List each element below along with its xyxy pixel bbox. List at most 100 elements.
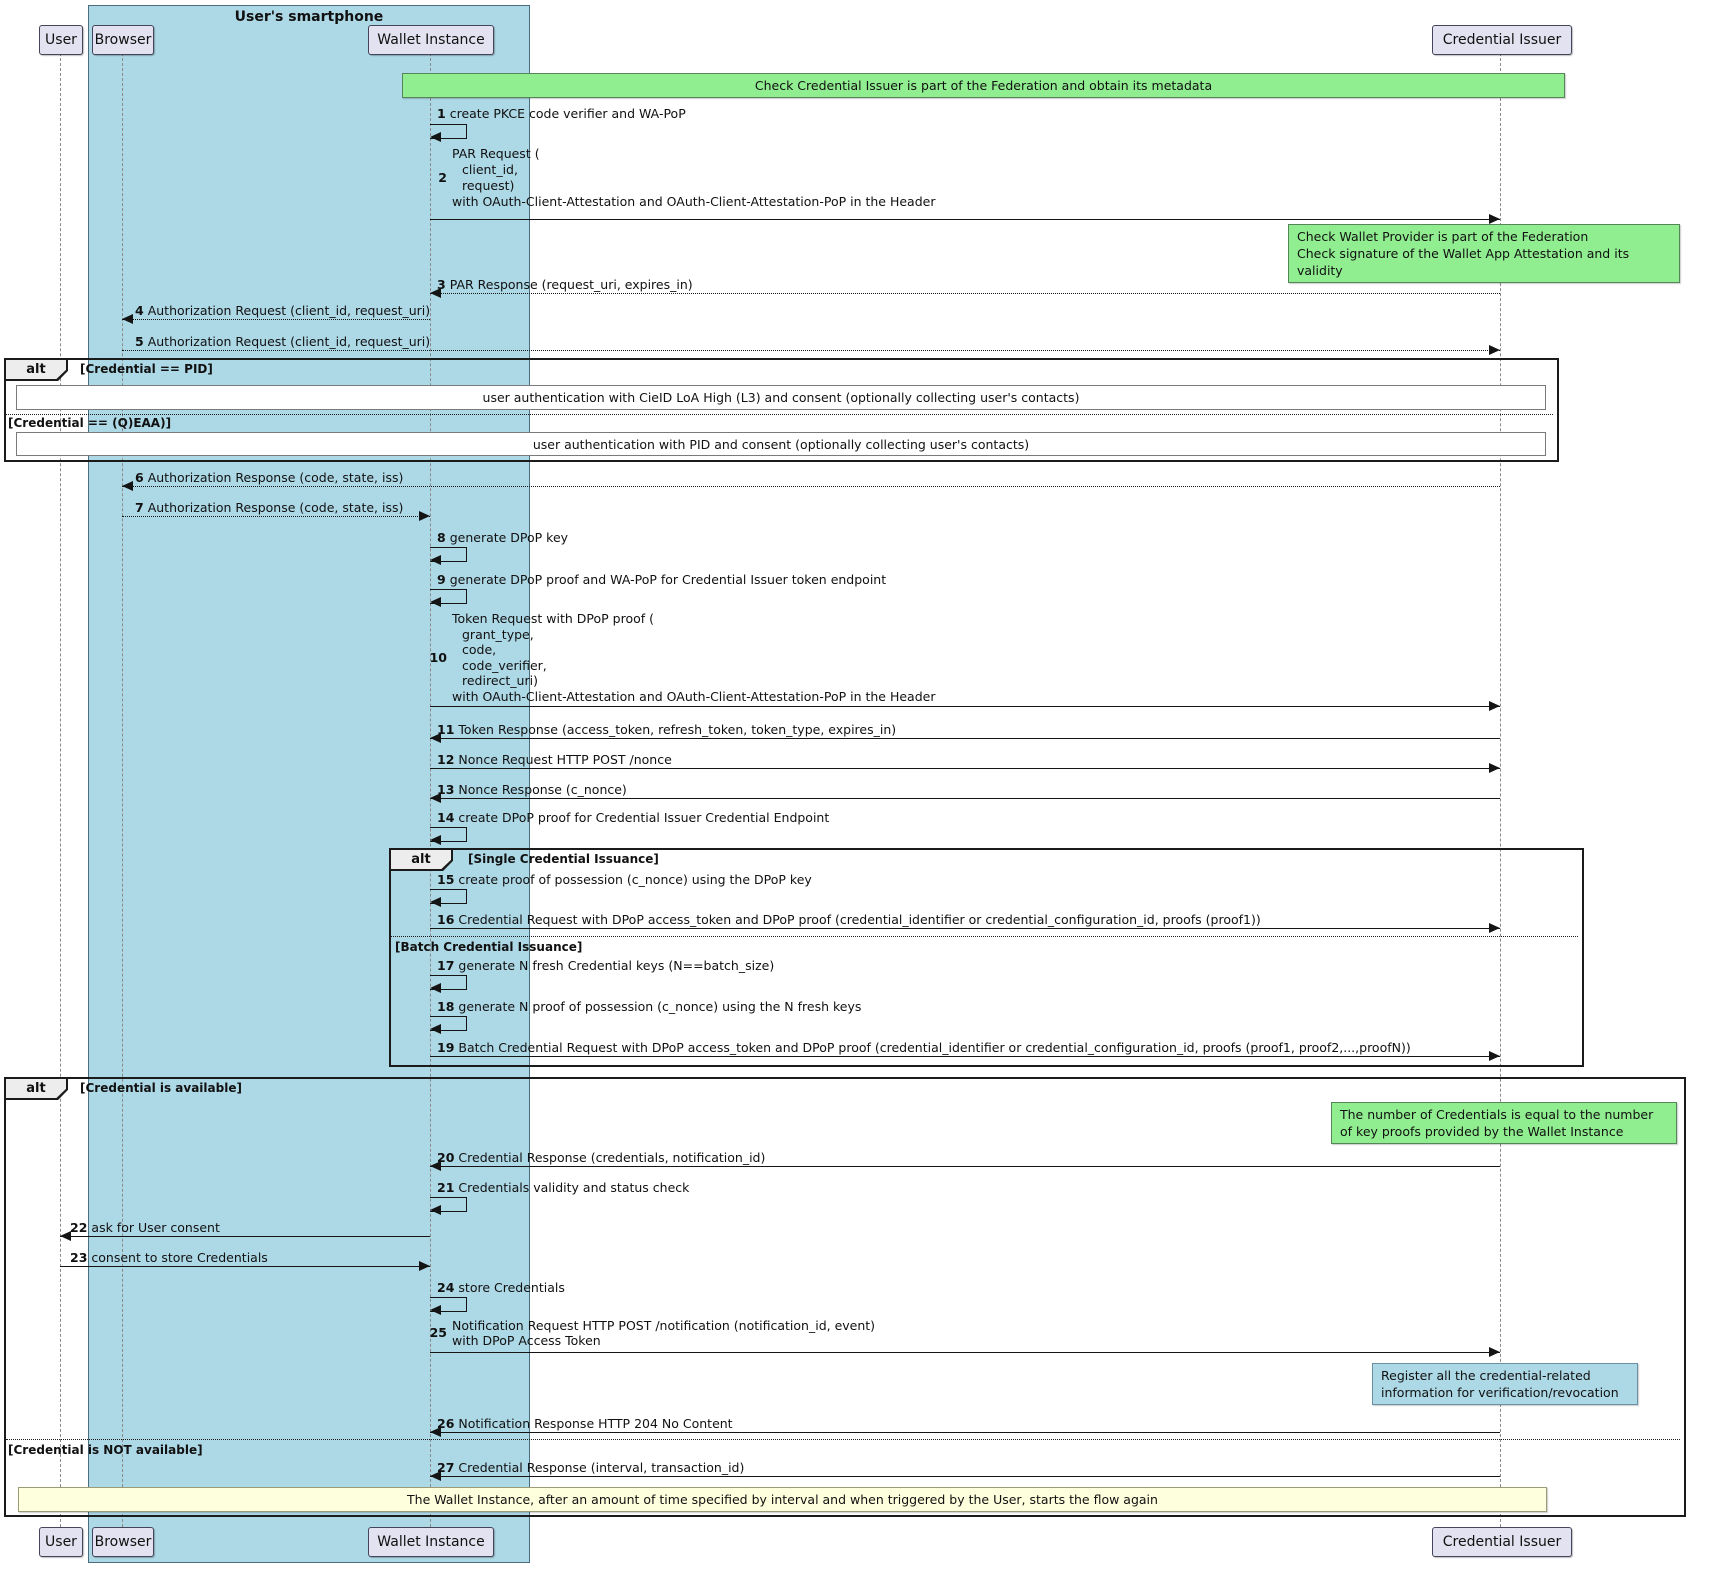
message-3-label: 3 PAR Response (request_uri, expires_in)	[437, 277, 693, 292]
note-federation-metadata-line: Check Credential Issuer is part of the F…	[754, 78, 1213, 93]
message-1-arrowhead	[430, 132, 441, 142]
message-24-label: 24 store Credentials	[437, 1280, 565, 1295]
note-credentials-number-line: of key proofs provided by the Wallet Ins…	[1340, 1124, 1624, 1139]
alt-frame-3-condition-1: [Credential is available]	[80, 1081, 242, 1095]
message-25-label-line: with DPoP Access Token	[452, 1333, 601, 1348]
message-10-number: 10	[429, 649, 447, 665]
message-10-label-line: grant_type,	[462, 626, 534, 642]
message-14-label: 14 create DPoP proof for Credential Issue…	[437, 810, 830, 825]
note-federation-metadata: Check Credential Issuer is part of the F…	[402, 73, 1565, 98]
participant-wallet-bottom: Wallet Instance	[368, 1527, 494, 1557]
message-23-label: 23 consent to store Credentials	[70, 1250, 268, 1265]
message-15-arrowhead	[430, 897, 441, 907]
message-17-arrowhead	[430, 983, 441, 993]
participant-browser-bottom: Browser	[92, 1527, 154, 1557]
message-21-self-loop	[430, 1197, 467, 1212]
message-10-label-line: with OAuth-Client-Attestation and OAuth-…	[452, 688, 936, 704]
message-6-arrowhead	[122, 481, 133, 491]
alt-frame-2-operator: alt	[391, 850, 453, 871]
message-20-label: 20 Credential Response (credentials, noti…	[437, 1150, 766, 1165]
message-23-line	[60, 1266, 430, 1267]
alt-frame-1-operator: alt	[6, 360, 68, 381]
alt-frame-1-condition-1: [Credential == PID]	[80, 362, 213, 376]
message-2-arrowhead	[1489, 214, 1500, 224]
message-14-arrowhead	[430, 835, 441, 845]
message-24-self-loop	[430, 1297, 467, 1312]
alt-frame-3-condition-2: [Credential is NOT available]	[8, 1443, 203, 1457]
note-register-info-line: Register all the credential-related	[1381, 1368, 1591, 1383]
message-5-label: 5 Authorization Request (client_id, reque…	[135, 334, 431, 349]
alt-frame-2-condition-2: [Batch Credential Issuance]	[395, 940, 583, 954]
participant-issuer-top: Credential Issuer	[1432, 25, 1572, 55]
message-11-label: 11 Token Response (access_token, refresh_…	[437, 722, 897, 737]
message-6-label: 6 Authorization Response (code, state, is…	[135, 470, 404, 485]
message-10-label-line: code_verifier,	[462, 657, 547, 673]
alt-frame-2-divider	[391, 936, 1578, 937]
message-18-self-loop	[430, 1016, 467, 1031]
message-12-line	[430, 768, 1500, 769]
message-13-arrowhead	[430, 793, 441, 803]
message-4-arrowhead	[122, 314, 133, 324]
message-22-arrowhead	[60, 1231, 71, 1241]
message-12-label: 12 Nonce Request HTTP POST /nonce	[437, 752, 672, 767]
message-16-line	[430, 928, 1500, 929]
message-5-line	[122, 350, 1500, 351]
message-20-arrowhead	[430, 1161, 441, 1171]
message-2-label-line: client_id,	[462, 162, 518, 177]
message-1-label: 1 create PKCE code verifier and WA-PoP	[437, 106, 686, 121]
message-19-line	[430, 1056, 1500, 1057]
message-7-arrowhead	[419, 511, 430, 521]
note-flow-restart: The Wallet Instance, after an amount of …	[18, 1487, 1547, 1512]
message-2-label-line: request)	[462, 178, 515, 193]
message-10-label-line: Token Request with DPoP proof (	[452, 611, 655, 626]
message-23-arrowhead	[419, 1261, 430, 1271]
message-9-self-loop	[430, 589, 467, 604]
note-flow-restart-line: The Wallet Instance, after an amount of …	[407, 1492, 1158, 1507]
note-wallet-provider-check: Check Wallet Provider is part of the Fed…	[1288, 224, 1680, 283]
message-16-label: 16 Credential Request with DPoP access_to…	[437, 912, 1261, 927]
note-register-info-line: information for verification/revocation	[1381, 1385, 1619, 1400]
alt-frame-1-condition-2: [Credential == (Q)EAA)]	[8, 416, 172, 430]
message-26-label: 26 Notification Response HTTP 204 No Cont…	[437, 1416, 733, 1431]
message-25-line	[430, 1352, 1500, 1353]
message-7-line	[122, 516, 430, 517]
message-2-label-line: PAR Request (	[452, 146, 540, 161]
message-10-arrowhead	[1489, 701, 1500, 711]
message-17-self-loop	[430, 975, 467, 990]
message-6-line	[122, 486, 1500, 487]
message-11-line	[430, 738, 1500, 739]
message-3-line	[430, 293, 1500, 294]
message-9-arrowhead	[430, 597, 441, 607]
lifeline-wallet	[429, 53, 431, 1527]
message-3-arrowhead	[430, 288, 441, 298]
message-26-arrowhead	[430, 1427, 441, 1437]
message-10-label-line: code,	[462, 642, 497, 657]
message-11-arrowhead	[430, 733, 441, 743]
message-19-label: 19 Batch Credential Request with DPoP acc…	[437, 1040, 1411, 1055]
lifeline-browser	[121, 53, 123, 1527]
message-10-line	[430, 706, 1500, 707]
note-register-info: Register all the credential-related infor…	[1372, 1363, 1638, 1405]
message-16-arrowhead	[1489, 923, 1500, 933]
message-21-arrowhead	[430, 1205, 441, 1215]
message-26-line	[430, 1432, 1500, 1433]
message-14-self-loop	[430, 827, 467, 842]
message-12-arrowhead	[1489, 763, 1500, 773]
message-22-label: 22 ask for User consent	[70, 1220, 220, 1235]
message-1-self-loop	[430, 124, 467, 139]
alt-frame-1-ref-2: user authentication with PID and consent…	[16, 432, 1546, 456]
message-21-label: 21 Credentials validity and status check	[437, 1180, 690, 1195]
note-credentials-number: The number of Credentials is equal to th…	[1331, 1102, 1677, 1144]
participant-issuer-bottom: Credential Issuer	[1432, 1527, 1572, 1557]
message-25-number: 25	[429, 1325, 447, 1340]
message-17-label: 17 generate N fresh Credential keys (N==b…	[437, 958, 775, 973]
message-4-label: 4 Authorization Request (client_id, reque…	[135, 303, 431, 318]
message-8-label: 8 generate DPoP key	[437, 530, 569, 545]
message-10-label-line: redirect_uri)	[462, 673, 538, 688]
message-27-label: 27 Credential Response (interval, transac…	[437, 1460, 745, 1475]
alt-frame-1-ref-1: user authentication with CieID LoA High …	[16, 385, 1546, 410]
lifeline-user	[59, 53, 61, 1527]
message-15-self-loop	[430, 889, 467, 904]
alt-frame-3-operator-label: alt	[6, 1079, 66, 1098]
